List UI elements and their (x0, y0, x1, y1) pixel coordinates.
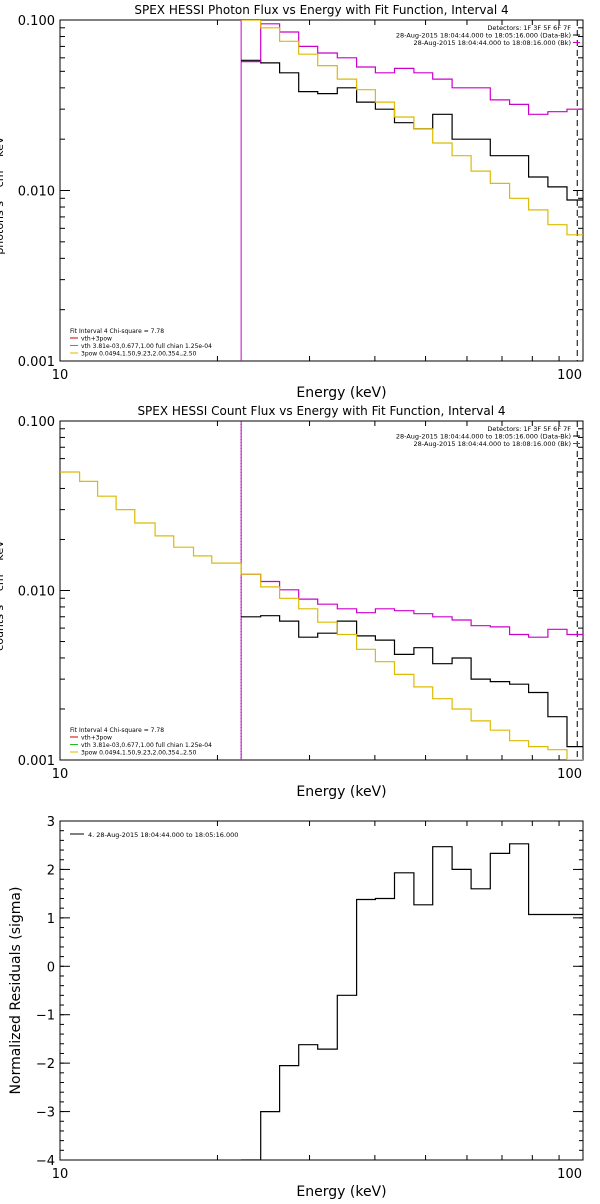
panel-photon: SPEX HESSI Photon Flux vs Energy with Fi… (0, 3, 584, 401)
plot-frame (59, 820, 584, 1161)
x-tick-label: 100 (557, 368, 582, 383)
y-tick-label: 3 (47, 815, 55, 830)
x-tick-label: 100 (557, 1167, 582, 1182)
y-tick-label: 1 (47, 912, 55, 927)
y-tick-label: 0.001 (18, 754, 55, 769)
y-tick-label: −3 (36, 1106, 55, 1121)
legend-entry: 28-Aug-2015 18:04:44.000 to 18:05:16.000… (396, 32, 571, 40)
series-line-1 (241, 573, 583, 638)
fit-info: vth 3.81e-03,0.677,1.00 full chian 1.25e… (81, 343, 212, 350)
series-line-0 (241, 59, 583, 201)
legend-entry: 4. 28-Aug-2015 18:04:44.000 to 18:05:16.… (88, 831, 238, 839)
y-tick-label: −1 (36, 1009, 55, 1024)
chart-title: SPEX HESSI Count Flux vs Energy with Fit… (137, 404, 505, 418)
series-line-2 (241, 20, 583, 236)
legend-entry: Detectors: 1F 3F 5F 6F 7F (487, 425, 571, 433)
chart-title: SPEX HESSI Photon Flux vs Energy with Fi… (134, 3, 508, 17)
fit-info: Fit Interval 4 Chi-square = 7.78 (70, 727, 164, 734)
y-axis-label: Normalized Residuals (sigma) (8, 887, 24, 1095)
y-tick-label: −4 (36, 1154, 55, 1169)
series-line-0 (241, 843, 583, 1160)
y-tick-label: 0.100 (18, 415, 55, 430)
fit-info: 3pow 0.0494,1.50,9.23,2.00,354.,2.50 (81, 351, 197, 358)
y-tick-label: 0 (47, 960, 55, 975)
x-tick-label: 10 (52, 368, 69, 383)
legend-entry: 28-Aug-2015 18:04:44.000 to 18:08:16.000… (414, 440, 571, 448)
x-axis-label: Energy (keV) (296, 784, 386, 800)
legend-entry: 28-Aug-2015 18:04:44.000 to 18:05:16.000… (396, 433, 571, 441)
y-tick-label: 0.010 (18, 185, 55, 200)
series-group (60, 471, 583, 760)
legend-entry: Detectors: 1F 3F 5F 6F 7F (487, 24, 571, 32)
y-tick-label: 0.100 (18, 14, 55, 29)
series-line-0 (241, 615, 583, 748)
fit-info: vth+3pow (81, 336, 112, 343)
x-tick-label: 10 (52, 1167, 69, 1182)
x-axis-label: Energy (keV) (296, 385, 386, 401)
x-tick-label: 10 (52, 767, 69, 782)
fit-info: 3pow 0.0494,1.50,9.23,2.00,354.,2.50 (81, 750, 197, 757)
fit-info: Fit Interval 4 Chi-square = 7.78 (70, 328, 164, 335)
x-axis-label: Energy (keV) (296, 1184, 386, 1200)
y-tick-label: 0.001 (18, 355, 55, 370)
series-group (241, 843, 583, 1160)
fit-info: vth+3pow (81, 735, 112, 742)
series-group (241, 20, 583, 236)
fit-info: vth 3.81e-03,0.677,1.00 full chian 1.25e… (81, 742, 212, 749)
y-axis-label: photons s⁻¹ cm⁻² keV⁻¹ (0, 126, 6, 254)
x-tick-label: 100 (557, 767, 582, 782)
y-tick-label: 2 (47, 863, 55, 878)
plot-frame (59, 420, 584, 761)
panel-residuals: 10 100 Energy (keV) −4 −3 −2 −1 0 1 2 3 Normalized … (8, 815, 584, 1200)
panel-count: SPEX HESSI Count Flux vs Energy with Fit… (0, 404, 584, 800)
series-line-2 (60, 471, 583, 760)
y-axis-label: counts s⁻¹ cm⁻² keV⁻¹ (0, 530, 6, 651)
y-tick-label: −2 (36, 1057, 55, 1072)
plot-frame (59, 19, 584, 362)
legend-entry: 28-Aug-2015 18:04:44.000 to 18:08:16.000… (414, 39, 571, 47)
y-tick-label: 0.010 (18, 585, 55, 600)
